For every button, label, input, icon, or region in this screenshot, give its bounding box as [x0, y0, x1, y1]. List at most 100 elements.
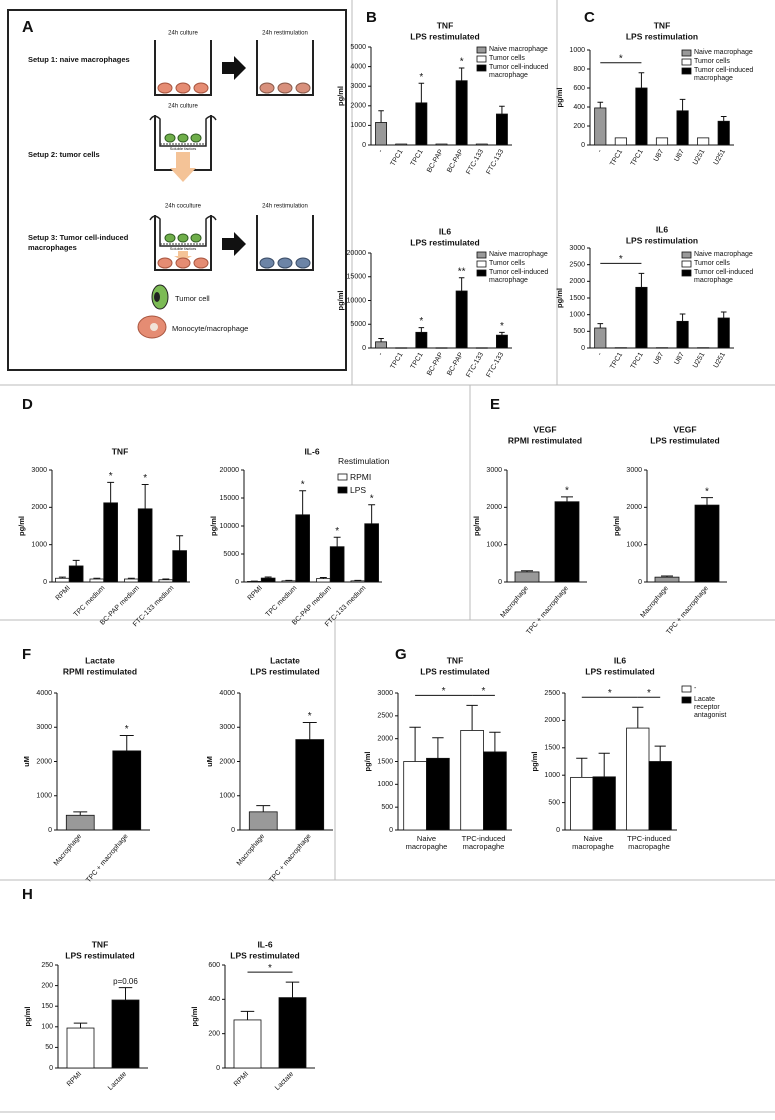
bar	[455, 80, 468, 146]
legend-label: Lacate receptor antagonist	[694, 696, 727, 719]
chart-title: VEGF	[533, 424, 556, 434]
legend-label: Tumor cells	[694, 58, 730, 65]
panel-label: B	[366, 9, 377, 26]
bar	[415, 331, 428, 349]
x-tick-label: TPC + macrophage	[665, 585, 710, 636]
y-tick-label: 2000	[377, 736, 393, 743]
y-tick-label: 0	[498, 579, 502, 586]
insert-label: Soluble factors	[170, 246, 196, 251]
x-tick-label: RPMI	[247, 585, 264, 602]
x-tick-label: Lactate	[107, 1071, 128, 1092]
y-tick-label: 0	[235, 579, 239, 586]
legend-label: Tumor cell-induced macrophage	[694, 67, 754, 82]
significance-label: **	[458, 266, 466, 277]
error-bar	[679, 313, 686, 322]
bar	[614, 347, 627, 349]
y-tick-label: 4000	[36, 690, 52, 697]
y-axis-label: pg/ml	[17, 516, 26, 536]
error-bar	[127, 577, 135, 580]
chart-title: VEGF	[673, 424, 696, 434]
error-bar	[299, 490, 307, 515]
y-tick-label: 200	[41, 982, 53, 989]
step-label: 24h culture	[168, 31, 198, 37]
x-tick-label: U251	[713, 351, 727, 369]
y-tick-label: 15000	[220, 495, 240, 502]
panel-label: D	[22, 396, 33, 413]
error-bar	[654, 745, 666, 762]
diffusion-arrow	[170, 152, 196, 182]
bar	[295, 739, 325, 831]
x-tick-label: RPMI	[233, 1071, 250, 1088]
y-axis-label: pg/ml	[336, 291, 345, 311]
y-tick-label: 1500	[544, 745, 560, 752]
error-bar	[73, 811, 88, 816]
error-bar	[162, 578, 170, 580]
error-bar	[720, 311, 727, 318]
setup-label: Setup 3: Tumor cell-induced macrophages	[28, 233, 129, 252]
significance-label: *	[705, 486, 709, 497]
error-bar	[418, 82, 425, 103]
y-tick-label: 1000	[377, 781, 393, 788]
setup-label: Setup 2: tumor cells	[28, 150, 100, 159]
bar	[697, 137, 710, 146]
legend-label: -	[694, 685, 697, 692]
diffusion-arrow	[174, 251, 192, 261]
tumor-cell-icon	[190, 133, 202, 143]
y-tick-label: 0	[48, 827, 52, 834]
legend-swatch	[476, 55, 487, 63]
error-bar	[597, 101, 604, 108]
y-tick-label: 5000	[350, 44, 366, 51]
y-tick-label: 1500	[569, 295, 585, 302]
significance-label: *	[109, 471, 113, 482]
error-bar	[499, 105, 505, 115]
legend-swatch	[681, 251, 692, 259]
chart-subtitle: LPS restimulated	[250, 666, 319, 676]
y-axis-label: pg/ml	[363, 752, 372, 772]
error-bar	[576, 757, 588, 778]
bar	[111, 999, 140, 1069]
y-tick-label: 1000	[219, 793, 235, 800]
tumor-cell-icon	[190, 233, 202, 243]
bar	[614, 137, 627, 146]
legend-swatch	[681, 269, 692, 277]
legend-swatch	[337, 473, 348, 481]
significance-label: *	[619, 53, 623, 64]
significance-label: *	[370, 493, 374, 504]
y-tick-label: 100	[41, 1024, 53, 1031]
y-tick-label: 1500	[377, 758, 393, 765]
bar	[635, 286, 648, 349]
y-tick-label: 4000	[350, 63, 366, 70]
x-tick-label: TPC1	[630, 351, 645, 370]
macrophage-icon	[295, 82, 311, 94]
bar	[103, 502, 118, 583]
bar	[483, 751, 507, 831]
bar	[364, 523, 379, 583]
panel-label: H	[22, 886, 33, 903]
legend-label: Naive macrophage	[694, 49, 753, 56]
x-tick-label: U251	[713, 148, 727, 166]
y-tick-label: 1000	[626, 542, 642, 549]
bar	[395, 347, 408, 349]
x-tick-label: TPC1	[609, 351, 624, 370]
y-axis-label: pg/ml	[472, 516, 481, 536]
x-tick-label: TPC1	[410, 148, 425, 167]
bar	[495, 113, 508, 146]
significance-label: *	[460, 57, 464, 68]
y-tick-label: 600	[208, 962, 220, 969]
legend-swatch	[681, 58, 692, 66]
error-bar	[458, 277, 465, 291]
bar	[676, 110, 689, 146]
bar	[676, 320, 689, 349]
x-tick-label: TPC1	[390, 351, 405, 370]
macrophage-icon	[277, 257, 293, 269]
chart-title: TNF	[447, 655, 464, 665]
bar	[570, 776, 594, 831]
bar	[350, 580, 366, 583]
significance-label: *	[143, 473, 147, 484]
legend-swatch	[681, 67, 692, 75]
error-bar	[499, 331, 505, 336]
bar	[594, 107, 607, 146]
chart-subtitle: LPS restimulated	[230, 950, 299, 960]
panel-label: F	[22, 646, 31, 663]
